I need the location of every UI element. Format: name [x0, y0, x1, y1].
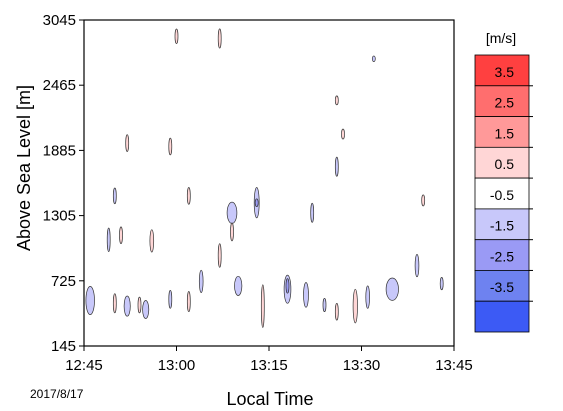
contour-region	[142, 300, 150, 319]
contour-region	[168, 289, 173, 309]
contour-region	[352, 288, 358, 324]
contour-region	[168, 137, 173, 156]
colorbar-tick-label: 2.5	[495, 95, 515, 111]
velocity-regions	[85, 28, 444, 328]
contour-region	[119, 226, 123, 245]
contour-region	[310, 202, 315, 223]
y-tick-label: 1885	[43, 142, 76, 159]
contour-region	[137, 296, 142, 314]
contour-region	[112, 293, 117, 314]
contour-region	[439, 277, 444, 291]
contour-region	[371, 55, 376, 62]
contour-region	[303, 282, 309, 308]
contour-region	[112, 187, 117, 205]
contour-region	[198, 269, 204, 293]
colorbar-band	[474, 239, 530, 271]
colorbar-band	[474, 300, 530, 333]
y-axis-title: Above Sea Level [m]	[14, 85, 34, 251]
x-tick-label: 13:30	[343, 357, 381, 374]
contour-region	[341, 128, 345, 140]
colorbar-tick-label: -1.5	[490, 218, 514, 234]
colorbar: 3.5 2.5 1.5 0.5 -0.5 -1.5 -2.5 -3.5	[474, 54, 533, 333]
colorbar-tick-label: -2.5	[490, 248, 514, 264]
colorbar-tick-label: 1.5	[495, 125, 515, 141]
colorbar-band	[474, 177, 530, 210]
contour-region	[226, 201, 238, 224]
colorbar-tick-label: 3.5	[495, 64, 515, 80]
contour-region	[322, 297, 327, 313]
y-tick-label: 1305	[43, 208, 76, 225]
colorbar-tick-label: -3.5	[490, 279, 514, 295]
y-tick-label: 725	[51, 273, 76, 290]
x-tick-label: 13:45	[435, 357, 473, 374]
contour-region	[217, 243, 222, 268]
x-tick-label: 13:15	[250, 357, 288, 374]
y-tick-label: 2465	[43, 77, 76, 94]
contour-region	[260, 284, 265, 328]
colorbar-unit-label: [m/s]	[486, 30, 516, 46]
contour-region	[125, 134, 130, 152]
contour-region	[230, 222, 234, 242]
contour-region	[106, 227, 111, 252]
date-label: 2017/8/17	[30, 387, 84, 401]
y-tick-label: 145	[51, 338, 76, 355]
x-tick-label: 12:45	[65, 357, 103, 374]
x-tick-labels: 12:45 13:00 13:15 13:30 13:45	[65, 346, 473, 374]
contour-region	[334, 95, 339, 106]
x-axis-title: Local Time	[226, 389, 313, 409]
contour-region	[285, 278, 290, 294]
contour-region	[234, 275, 243, 296]
colorbar-tick-label: -0.5	[490, 187, 514, 203]
plot-frame	[83, 19, 455, 347]
contour-region	[365, 285, 370, 309]
colorbar-band	[474, 85, 530, 118]
colorbar-band	[474, 54, 530, 87]
colorbar-band	[474, 269, 530, 302]
contour-region	[85, 286, 95, 315]
contour-region	[421, 194, 426, 207]
colorbar-tick-label: 0.5	[495, 156, 515, 172]
y-tick-labels: 145 725 1305 1885 2465 3045	[43, 12, 84, 355]
contour-region	[186, 291, 191, 313]
x-tick-label: 13:00	[158, 357, 196, 374]
contour-region	[334, 302, 339, 321]
y-tick-label: 3045	[43, 12, 76, 29]
contour-region	[334, 156, 339, 177]
colorbar-band	[474, 116, 530, 148]
contour-region	[217, 28, 222, 49]
contour-region	[174, 28, 179, 44]
colorbar-band	[474, 146, 530, 179]
contour-region	[385, 277, 399, 301]
contour-region	[414, 254, 420, 278]
colorbar-band	[474, 208, 530, 241]
contour-region	[254, 198, 259, 207]
contour-region	[149, 229, 155, 253]
contour-region	[123, 295, 131, 317]
contour-region	[186, 187, 191, 205]
